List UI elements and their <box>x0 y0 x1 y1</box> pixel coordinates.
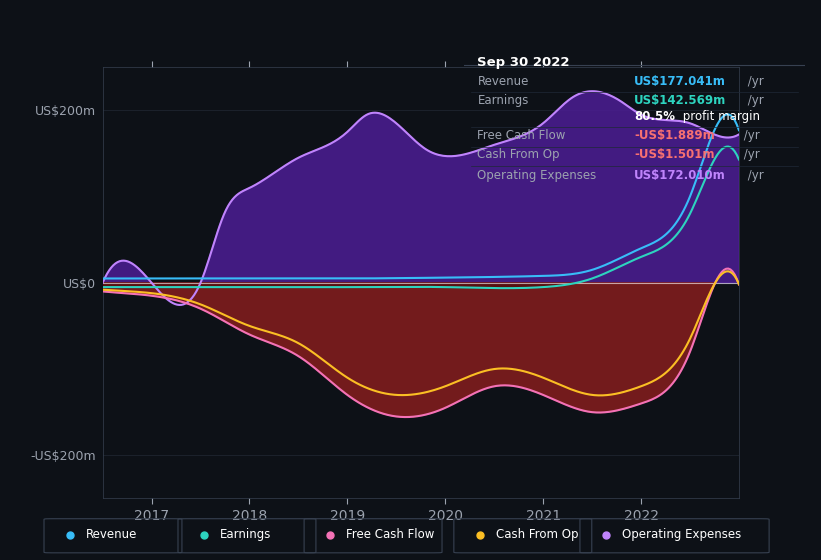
Text: profit margin: profit margin <box>678 110 759 123</box>
Text: Operating Expenses: Operating Expenses <box>621 528 741 542</box>
Text: Free Cash Flow: Free Cash Flow <box>478 129 566 142</box>
Text: Earnings: Earnings <box>478 94 529 107</box>
Text: Cash From Op: Cash From Op <box>496 528 578 542</box>
Text: 80.5%: 80.5% <box>635 110 675 123</box>
Text: /yr: /yr <box>740 148 759 161</box>
Text: US$177.041m: US$177.041m <box>635 74 726 87</box>
Text: /yr: /yr <box>740 129 759 142</box>
Text: Operating Expenses: Operating Expenses <box>478 169 597 182</box>
Text: Sep 30 2022: Sep 30 2022 <box>478 55 570 68</box>
Text: Cash From Op: Cash From Op <box>478 148 560 161</box>
Text: Earnings: Earnings <box>220 528 271 542</box>
Text: /yr: /yr <box>745 94 764 107</box>
Text: Revenue: Revenue <box>478 74 529 87</box>
Text: Revenue: Revenue <box>85 528 137 542</box>
Text: US$142.569m: US$142.569m <box>635 94 727 107</box>
Text: /yr: /yr <box>745 169 764 182</box>
Text: /yr: /yr <box>745 74 764 87</box>
Text: -US$1.889m: -US$1.889m <box>635 129 715 142</box>
Text: US$172.010m: US$172.010m <box>635 169 726 182</box>
Text: Free Cash Flow: Free Cash Flow <box>346 528 434 542</box>
Text: -US$1.501m: -US$1.501m <box>635 148 715 161</box>
